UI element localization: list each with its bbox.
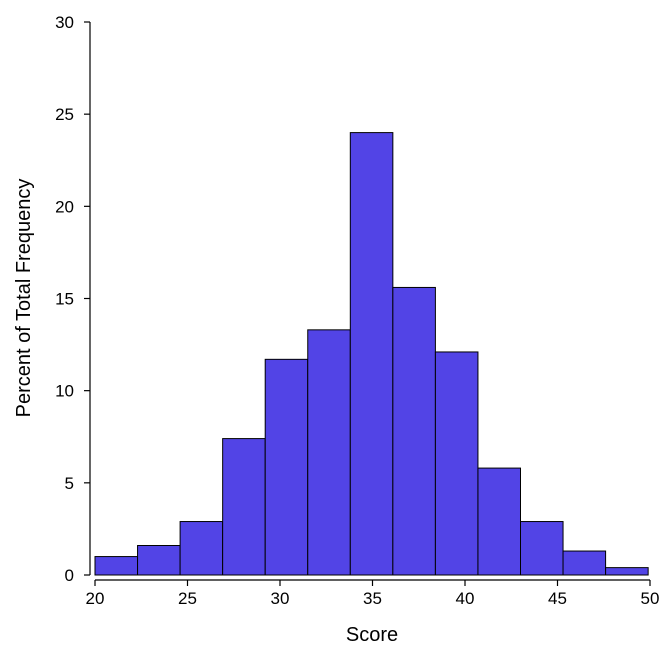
histogram-bar	[392, 286, 436, 576]
y-tick-label: 15	[55, 290, 74, 309]
y-tick-label: 30	[55, 13, 74, 32]
y-tick-label: 10	[55, 382, 74, 401]
y-axis-title: Percent of Total Frequency	[13, 179, 35, 418]
x-tick-label: 45	[548, 589, 567, 608]
histogram-bar	[520, 521, 564, 576]
histogram-bar	[562, 550, 607, 576]
histogram-bar	[434, 351, 479, 576]
y-ticks-group: 0 5 10 15 20 25 30	[55, 13, 90, 585]
x-tick-label: 50	[641, 589, 660, 608]
histogram-bar	[137, 545, 181, 576]
x-tick-label: 20	[86, 589, 105, 608]
histogram-bar	[477, 467, 522, 576]
histogram-bar	[94, 556, 139, 576]
histogram-bar	[349, 132, 394, 576]
x-axis-title: Score	[346, 624, 398, 646]
y-tick-label: 25	[55, 105, 74, 124]
y-tick-label: 20	[55, 197, 74, 216]
x-tick-label: 40	[456, 589, 475, 608]
histogram-bar	[307, 329, 351, 576]
histogram-bar	[605, 567, 649, 576]
y-tick-label: 5	[65, 474, 74, 493]
y-tick-label: 0	[65, 566, 74, 585]
x-tick-label: 25	[178, 589, 197, 608]
histogram-bar	[179, 521, 224, 576]
x-ticks-group: 20 25 30 35 40 45 50	[86, 580, 660, 608]
x-tick-label: 30	[271, 589, 290, 608]
histogram-bar	[222, 438, 266, 576]
x-tick-label: 35	[363, 589, 382, 608]
bars-group	[94, 132, 649, 576]
histogram-bar	[264, 358, 309, 576]
